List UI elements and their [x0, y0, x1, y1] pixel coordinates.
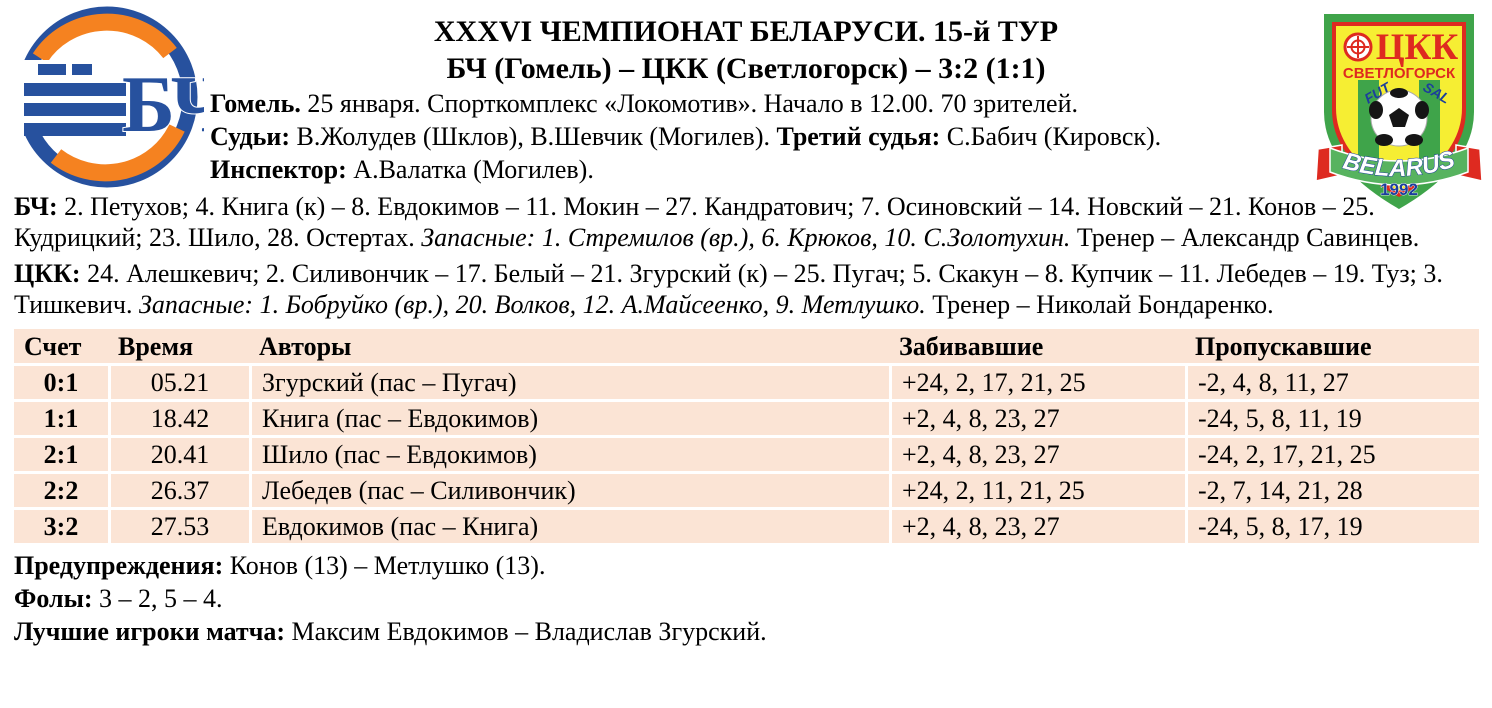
away-logo-club: ЦКК [1376, 27, 1459, 68]
away-logo-city: СВЕТЛОГОРСК [1343, 65, 1456, 82]
fouls-label: Фолы: [14, 584, 93, 613]
home-starters: 2. Петухов; 4. Книга (к) – 8. Евдокимов … [14, 192, 1375, 252]
goals-table: Счет Время Авторы Забивавшие Пропускавши… [14, 329, 1479, 546]
authors-cell: Евдокимов (пас – Книга) [249, 510, 889, 546]
venue-label: Гомель. [210, 89, 301, 118]
venue-text: 25 января. Спорткомплекс «Локомотив». На… [300, 89, 1079, 118]
warnings-text: Конов (13) – Метлушко (13). [223, 551, 546, 580]
away-starters: 24. Алешкевич; 2. Силивончик – 17. Белый… [14, 259, 1443, 319]
conceders-cell: -2, 7, 14, 21, 28 [1185, 474, 1479, 510]
header-time: Время [108, 329, 249, 366]
time-cell: 26.37 [108, 474, 249, 510]
authors-cell: Шило (пас – Евдокимов) [249, 438, 889, 474]
time-cell: 27.53 [108, 510, 249, 546]
goal-row: 2:2 26.37 Лебедев (пас – Силивончик) +24… [14, 474, 1479, 510]
belarus-banner: BELARUS 1992 [1315, 144, 1483, 199]
away-coach: Тренер – Николай Бондаренко. [925, 290, 1274, 319]
match-score-title: БЧ (Гомель) – ЦКК (Светлогорск) – 3:2 (1… [446, 52, 1046, 85]
score-cell: 2:1 [14, 438, 108, 474]
goal-row: 1:1 18.42 Книга (пас – Евдокимов) +2, 4,… [14, 402, 1479, 438]
header-authors: Авторы [249, 329, 889, 366]
best-players-line: Лучшие игроки матча: Максим Евдокимов – … [14, 616, 1482, 647]
conceders-cell: -24, 2, 17, 21, 25 [1185, 438, 1479, 474]
best-players-label: Лучшие игроки матча: [14, 617, 286, 646]
authors-cell: Згурский (пас – Пугач) [249, 366, 889, 402]
away-team-label: ЦКК: [14, 259, 81, 288]
club-emblem-icon [1343, 32, 1373, 62]
third-referee-text: С.Бабич (Кировск). [940, 122, 1162, 151]
page-title: XXXVI ЧЕМПИОНАТ БЕЛАРУСИ. 15-й ТУР [433, 15, 1059, 48]
home-team-logo: БЧ [6, 6, 204, 188]
scorers-cell: +2, 4, 8, 23, 27 [889, 510, 1185, 546]
score-cell: 3:2 [14, 510, 108, 546]
home-substitutes: Запасные: 1. Стремилов (вр.), 6. Крюков,… [421, 223, 1071, 252]
inspector-label: Инспектор: [210, 155, 347, 184]
inspector-text: А.Валатка (Могилев). [346, 155, 594, 184]
best-players-text: Максим Евдокимов – Владислав Згурский. [285, 617, 767, 646]
away-substitutes: Запасные: 1. Бобруйко (вр.), 20. Волков,… [138, 290, 926, 319]
goal-row: 2:1 20.41 Шило (пас – Евдокимов) +2, 4, … [14, 438, 1479, 474]
scorers-cell: +2, 4, 8, 23, 27 [889, 438, 1185, 474]
warnings-line: Предупреждения: Конов (13) – Метлушко (1… [14, 550, 1482, 581]
fouls-line: Фолы: 3 – 2, 5 – 4. [14, 583, 1482, 614]
conceders-cell: -24, 5, 8, 17, 19 [1185, 510, 1479, 546]
time-cell: 18.42 [108, 402, 249, 438]
svg-text:BELARUS: BELARUS [1340, 146, 1457, 182]
inspector-line: Инспектор: А.Валатка (Могилев). [210, 153, 1312, 186]
time-cell: 05.21 [108, 366, 249, 402]
score-cell: 2:2 [14, 474, 108, 510]
referees-line: Судьи: В.Жолудев (Шклов), В.Шевчик (Моги… [210, 120, 1312, 153]
warnings-label: Предупреждения: [14, 551, 224, 580]
venue-line: Гомель. 25 января. Спорткомплекс «Локомо… [210, 87, 1312, 120]
railway-tracks-icon [6, 60, 126, 136]
soccer-ball-icon [1369, 88, 1429, 147]
score-cell: 1:1 [14, 402, 108, 438]
away-logo-year: 1992 [1380, 180, 1418, 199]
time-cell: 20.41 [108, 438, 249, 474]
home-logo-abbr: БЧ [122, 61, 204, 149]
scorers-cell: +24, 2, 17, 21, 25 [889, 366, 1185, 402]
home-team-label: БЧ: [14, 192, 58, 221]
home-lineup: БЧ: 2. Петухов; 4. Книга (к) – 8. Евдоки… [14, 191, 1482, 253]
referees-label: Судьи: [210, 122, 291, 151]
away-logo-country: BELARUS [1340, 145, 1458, 182]
conceders-cell: -24, 5, 8, 11, 19 [1185, 402, 1479, 438]
goal-row: 3:2 27.53 Евдокимов (пас – Книга) +2, 4,… [14, 510, 1479, 546]
goals-table-header-row: Счет Время Авторы Забивавшие Пропускавши… [14, 329, 1479, 366]
referees-text: В.Жолудев (Шклов), В.Шевчик (Могилев). [290, 122, 777, 151]
home-coach: Тренер – Александр Савинцев. [1070, 223, 1420, 252]
third-referee-label: Третий судья: [776, 122, 941, 151]
header-conceders-on-court: Пропускавшие [1185, 329, 1479, 366]
fouls-text: 3 – 2, 5 – 4. [92, 584, 223, 613]
authors-cell: Лебедев (пас – Силивончик) [249, 474, 889, 510]
score-cell: 0:1 [14, 366, 108, 402]
header-scorers-on-court: Забивавшие [889, 329, 1185, 366]
away-lineup: ЦКК: 24. Алешкевич; 2. Силивончик – 17. … [14, 258, 1482, 320]
scorers-cell: +2, 4, 8, 23, 27 [889, 402, 1185, 438]
conceders-cell: -2, 4, 8, 11, 27 [1185, 366, 1479, 402]
header-score: Счет [14, 329, 108, 366]
authors-cell: Книга (пас – Евдокимов) [249, 402, 889, 438]
away-team-logo: ЦКК СВЕТЛОГОРСК FUT SAL BELARUS 1992 [1315, 10, 1483, 215]
goal-row: 0:1 05.21 Згурский (пас – Пугач) +24, 2,… [14, 366, 1479, 402]
scorers-cell: +24, 2, 11, 21, 25 [889, 474, 1185, 510]
